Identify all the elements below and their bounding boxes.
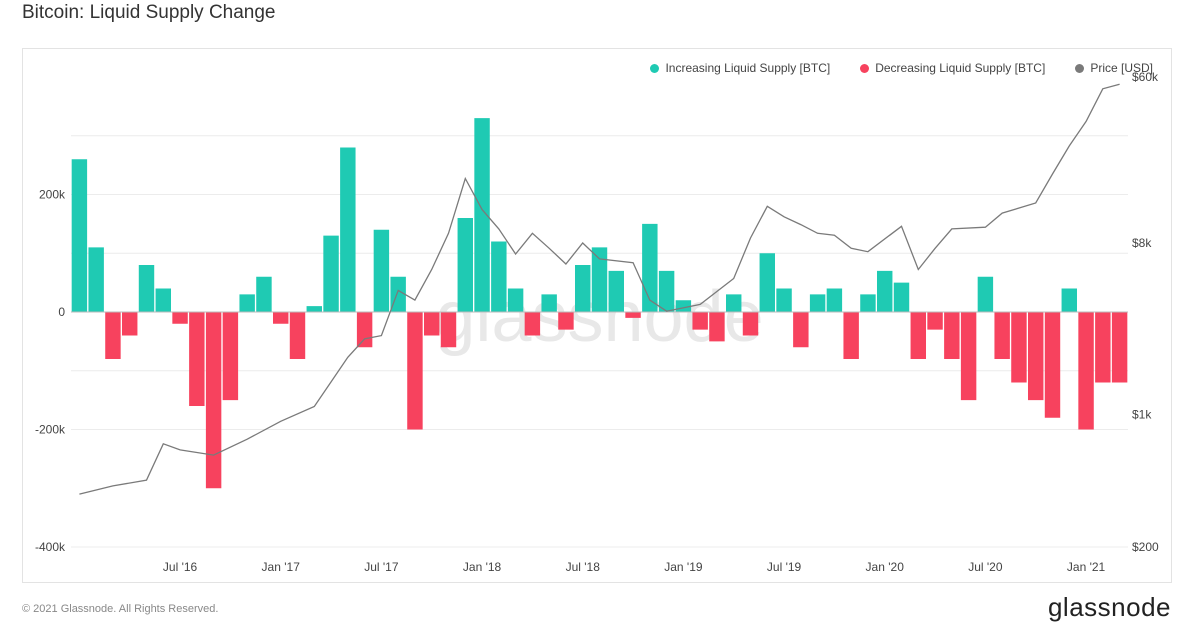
increase-bar bbox=[306, 306, 322, 312]
decrease-bar bbox=[960, 312, 977, 401]
decrease-bar bbox=[692, 312, 708, 330]
decrease-bar bbox=[944, 312, 960, 359]
x-tick-label: Jul '16 bbox=[163, 560, 198, 574]
decrease-bar bbox=[1044, 312, 1061, 418]
decrease-bar bbox=[189, 312, 205, 406]
increase-bar bbox=[977, 276, 994, 312]
y-left-tick-label: 0 bbox=[58, 305, 65, 319]
decrease-bar bbox=[407, 312, 423, 430]
decrease-bar bbox=[843, 312, 859, 359]
increase-bar bbox=[239, 294, 255, 312]
increase-bar bbox=[390, 276, 406, 312]
increase-bar bbox=[860, 294, 876, 312]
increase-bar bbox=[507, 288, 524, 312]
decrease-bar bbox=[558, 312, 574, 330]
x-tick-label: Jan '21 bbox=[1067, 560, 1106, 574]
y-left-tick-label: -200k bbox=[35, 423, 66, 437]
increase-bar bbox=[457, 218, 473, 312]
increase-bar bbox=[474, 118, 490, 312]
y-right-tick-label: $8k bbox=[1132, 236, 1152, 250]
decrease-bar bbox=[625, 312, 641, 318]
legend-swatch-price bbox=[1075, 63, 1085, 73]
decrease-bar bbox=[1095, 312, 1111, 383]
decrease-bar bbox=[424, 312, 440, 336]
increase-bar bbox=[591, 247, 608, 312]
increase-bar bbox=[71, 159, 88, 312]
increase-bar bbox=[323, 235, 339, 312]
increase-bar bbox=[373, 229, 390, 312]
decrease-bar bbox=[1028, 312, 1044, 401]
increase-bar bbox=[759, 253, 775, 312]
increase-bar bbox=[826, 288, 843, 312]
increase-bar bbox=[877, 270, 893, 312]
decrease-bar bbox=[793, 312, 809, 348]
decrease-bar bbox=[910, 312, 926, 359]
x-tick-label: Jan '17 bbox=[262, 560, 301, 574]
increase-bar bbox=[340, 147, 356, 312]
decrease-bar bbox=[1111, 312, 1128, 383]
increase-bar bbox=[491, 241, 507, 312]
increase-bar bbox=[608, 270, 624, 312]
x-tick-label: Jul '17 bbox=[364, 560, 399, 574]
legend-item-increase[interactable]: Increasing Liquid Supply [BTC] bbox=[650, 61, 830, 75]
decrease-bar bbox=[440, 312, 457, 348]
y-left-tick-label: 200k bbox=[39, 188, 66, 202]
page-title: Bitcoin: Liquid Supply Change bbox=[22, 2, 276, 23]
legend-label-increase: Increasing Liquid Supply [BTC] bbox=[665, 61, 831, 75]
x-tick-label: Jan '20 bbox=[866, 560, 905, 574]
decrease-bar bbox=[994, 312, 1010, 359]
brand-logo: glassnode bbox=[1047, 592, 1171, 622]
increase-bar bbox=[256, 276, 272, 312]
x-tick-label: Jan '18 bbox=[463, 560, 502, 574]
x-tick-label: Jan '19 bbox=[664, 560, 703, 574]
increase-bar bbox=[155, 288, 171, 312]
x-tick-label: Jul '18 bbox=[566, 560, 601, 574]
liquid-supply-chart: 200k 0 -200k -400k $60k $8k $1k $200 Jul '16 Jan … bbox=[35, 70, 1159, 574]
decrease-bar bbox=[289, 312, 306, 359]
decrease-bar bbox=[205, 312, 222, 489]
decrease-bar bbox=[222, 312, 239, 401]
decrease-bar bbox=[1078, 312, 1094, 430]
increase-bar bbox=[776, 288, 792, 312]
legend-item-decrease[interactable]: Decreasing Liquid Supply [BTC] bbox=[860, 61, 1045, 75]
increase-bar bbox=[1061, 288, 1077, 312]
decrease-bar bbox=[172, 312, 188, 324]
y-left-tick-label: -400k bbox=[35, 540, 66, 554]
y-right-tick-label: $60k bbox=[1132, 70, 1159, 84]
increase-bar bbox=[726, 294, 742, 312]
decrease-bar bbox=[524, 312, 541, 336]
y-right-tick-label: $200 bbox=[1132, 540, 1159, 554]
legend-swatch-increase bbox=[650, 63, 660, 73]
copyright-text: © 2021 Glassnode. All Rights Reserved. bbox=[22, 603, 219, 615]
decrease-bar bbox=[927, 312, 943, 330]
increase-bar bbox=[893, 282, 910, 312]
decrease-bar bbox=[1011, 312, 1027, 383]
decrease-bar bbox=[122, 312, 138, 336]
decrease-bar bbox=[742, 312, 759, 336]
legend-label-decrease: Decreasing Liquid Supply [BTC] bbox=[875, 61, 1046, 75]
decrease-bar bbox=[105, 312, 121, 359]
increase-bar bbox=[809, 294, 826, 312]
chart-frame: 200k 0 -200k -400k $60k $8k $1k $200 Jul '16 Jan … bbox=[22, 48, 1172, 583]
decrease-bar bbox=[709, 312, 725, 342]
increase-bar bbox=[675, 300, 692, 312]
decrease-bar bbox=[356, 312, 373, 348]
increase-bar bbox=[541, 294, 557, 312]
legend-item-price[interactable]: Price [USD] bbox=[1075, 61, 1153, 75]
increase-bar bbox=[88, 247, 104, 312]
x-tick-label: Jul '19 bbox=[767, 560, 802, 574]
increase-bar bbox=[575, 265, 591, 312]
price-line bbox=[79, 83, 1120, 495]
legend-label-price: Price [USD] bbox=[1090, 61, 1153, 75]
increase-bar bbox=[138, 265, 155, 312]
chart-legend: Increasing Liquid Supply [BTC] Decreasin… bbox=[650, 61, 1153, 75]
x-tick-label: Jul '20 bbox=[968, 560, 1003, 574]
increase-bar bbox=[658, 270, 675, 312]
y-right-tick-label: $1k bbox=[1132, 407, 1152, 421]
decrease-bar bbox=[273, 312, 289, 324]
legend-swatch-decrease bbox=[860, 63, 870, 73]
